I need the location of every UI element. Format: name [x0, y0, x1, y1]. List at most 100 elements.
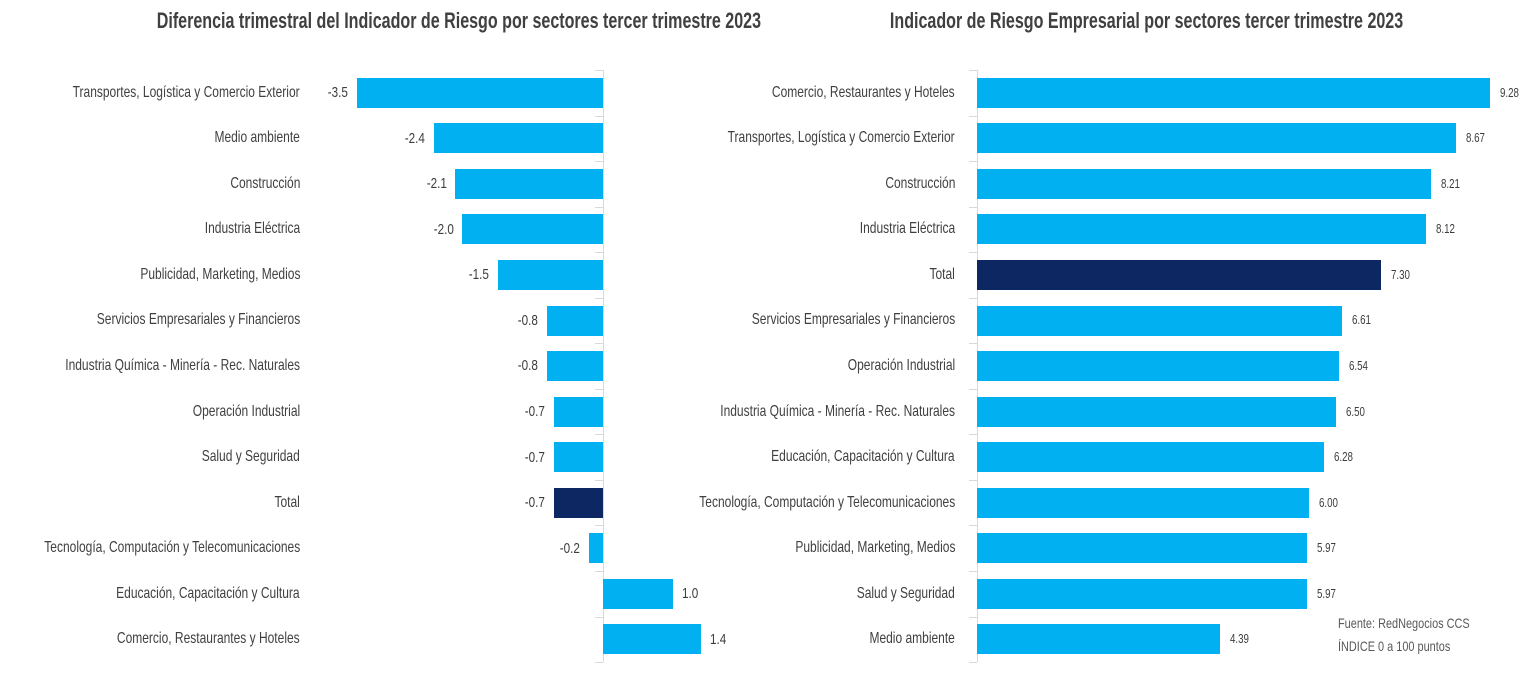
source-line: Fuente: RedNegocios CCS: [1338, 612, 1507, 635]
category-label: Industria Química - Minería - Rec. Natur…: [0, 389, 955, 435]
axis-tick-mark: [969, 206, 977, 208]
value-label-text: 1.0: [682, 585, 699, 603]
bar: [977, 305, 1343, 336]
bar: [462, 214, 603, 245]
value-label: 6.54: [1349, 343, 1419, 389]
category-label: Medio ambiente: [0, 116, 300, 162]
axis-tick-mark: [595, 297, 603, 299]
value-label-text: -0.8: [517, 311, 538, 329]
axis-tick-mark: [969, 70, 977, 71]
value-label: -1.5: [419, 252, 488, 298]
value-label-text: 8.12: [1435, 222, 1455, 237]
bar: [977, 442, 1325, 473]
category-label-text: Medio ambiente: [869, 630, 955, 648]
category-label-text: Publicidad, Marketing, Medios: [794, 539, 955, 557]
bar: [977, 214, 1426, 245]
value-label-text: 5.97: [1317, 541, 1336, 556]
axis-tick-mark: [595, 570, 603, 572]
category-label-text: Construcción: [229, 174, 300, 192]
category-label-text: Comercio, Restaurantes y Hoteles: [117, 630, 300, 648]
bar: [603, 624, 702, 655]
category-label-text: Operación Industrial: [192, 402, 300, 420]
value-label: -2.1: [376, 161, 446, 207]
value-label: 7.30: [1391, 252, 1461, 298]
value-label-text: 1.4: [710, 630, 727, 648]
category-label: Transportes, Logística y Comercio Exteri…: [0, 116, 955, 162]
value-label: -2.0: [383, 207, 453, 253]
value-label: -3.5: [278, 70, 348, 116]
left-chart-title-text: Diferencia trimestral del Indicador de R…: [156, 8, 762, 33]
category-label-text: Tecnología, Computación y Telecomunicaci…: [44, 539, 300, 557]
bar: [977, 578, 1307, 609]
bar: [977, 624, 1220, 655]
bar-total-highlight: [553, 487, 603, 518]
value-label: 8.67: [1466, 116, 1532, 162]
left-chart-title: Diferencia trimestral del Indicador de R…: [45, 8, 811, 38]
category-label: Salud y Seguridad: [0, 571, 955, 617]
index-scale-line: ÍNDICE 0 a 100 puntos: [1338, 635, 1507, 658]
value-label-text: 9.28: [1500, 85, 1519, 100]
axis-tick-mark: [595, 434, 603, 436]
value-label: -0.2: [510, 525, 580, 571]
value-label-text: 6.28: [1334, 450, 1354, 465]
category-label: Comercio, Restaurantes y Hoteles: [0, 70, 955, 116]
value-label: -0.7: [475, 434, 545, 480]
category-label-text: Comercio, Restaurantes y Hoteles: [772, 83, 955, 101]
category-label-text: Salud y Seguridad: [201, 448, 300, 466]
category-label: Operación Industrial: [0, 343, 955, 389]
value-label: -2.4: [355, 116, 425, 162]
value-label-text: 6.00: [1318, 495, 1338, 510]
axis-tick-mark: [969, 297, 977, 299]
axis-tick-mark: [969, 525, 977, 527]
category-axis-line: [603, 70, 604, 663]
category-label-text: Industria Eléctrica: [204, 220, 300, 238]
axis-tick-mark: [969, 662, 977, 663]
value-label: 6.50: [1346, 389, 1416, 435]
value-label: 6.00: [1319, 480, 1389, 526]
bar: [977, 351, 1339, 381]
axis-tick-mark: [595, 161, 603, 163]
bar: [357, 77, 603, 108]
category-label-text: Educación, Capacitación y Cultura: [771, 448, 955, 466]
value-label-text: -0.7: [524, 403, 545, 421]
value-label-text: -2.0: [433, 220, 454, 238]
axis-tick-mark: [969, 616, 977, 618]
category-label: Comercio, Restaurantes y Hoteles: [0, 617, 300, 663]
category-label: Servicios Empresariales y Financieros: [0, 298, 955, 344]
category-label-text: Educación, Capacitación y Cultura: [116, 584, 300, 602]
category-label-text: Industria Química - Minería - Rec. Natur…: [720, 402, 955, 420]
bar-total-highlight: [977, 259, 1381, 290]
category-label: Operación Industrial: [0, 389, 300, 435]
axis-tick-mark: [595, 525, 603, 527]
value-label-text: 8.67: [1466, 131, 1486, 146]
category-label-text: Tecnología, Computación y Telecomunicaci…: [699, 493, 955, 511]
axis-tick-mark: [969, 115, 977, 117]
value-label-text: -0.8: [517, 357, 538, 375]
value-label: -0.7: [475, 389, 545, 435]
value-label-text: 5.97: [1317, 586, 1336, 601]
category-label-text: Publicidad, Marketing, Medios: [139, 265, 300, 283]
bar: [977, 533, 1307, 564]
bar: [588, 533, 603, 564]
value-label-text: 7.30: [1390, 267, 1410, 282]
category-label: Total: [0, 480, 300, 526]
value-label: -0.8: [468, 298, 538, 344]
category-label: Publicidad, Marketing, Medios: [0, 525, 955, 571]
category-label: Educación, Capacitación y Cultura: [0, 434, 955, 480]
value-label-text: -2.1: [426, 175, 447, 193]
category-label: Industria Eléctrica: [0, 207, 300, 253]
source-text: Fuente: RedNegocios CCS: [1338, 615, 1470, 631]
axis-tick-mark: [595, 388, 603, 390]
axis-tick-mark: [969, 434, 977, 436]
value-label: 1.4: [710, 617, 780, 663]
bar: [603, 578, 674, 609]
category-label-text: Construcción: [884, 174, 955, 192]
value-label: -0.8: [468, 343, 538, 389]
axis-tick-mark: [595, 662, 603, 663]
bar: [977, 123, 1457, 154]
value-label: 6.28: [1334, 434, 1404, 480]
bar: [546, 305, 603, 336]
category-label-text: Transportes, Logística y Comercio Exteri…: [728, 129, 955, 147]
axis-tick-mark: [595, 252, 603, 254]
